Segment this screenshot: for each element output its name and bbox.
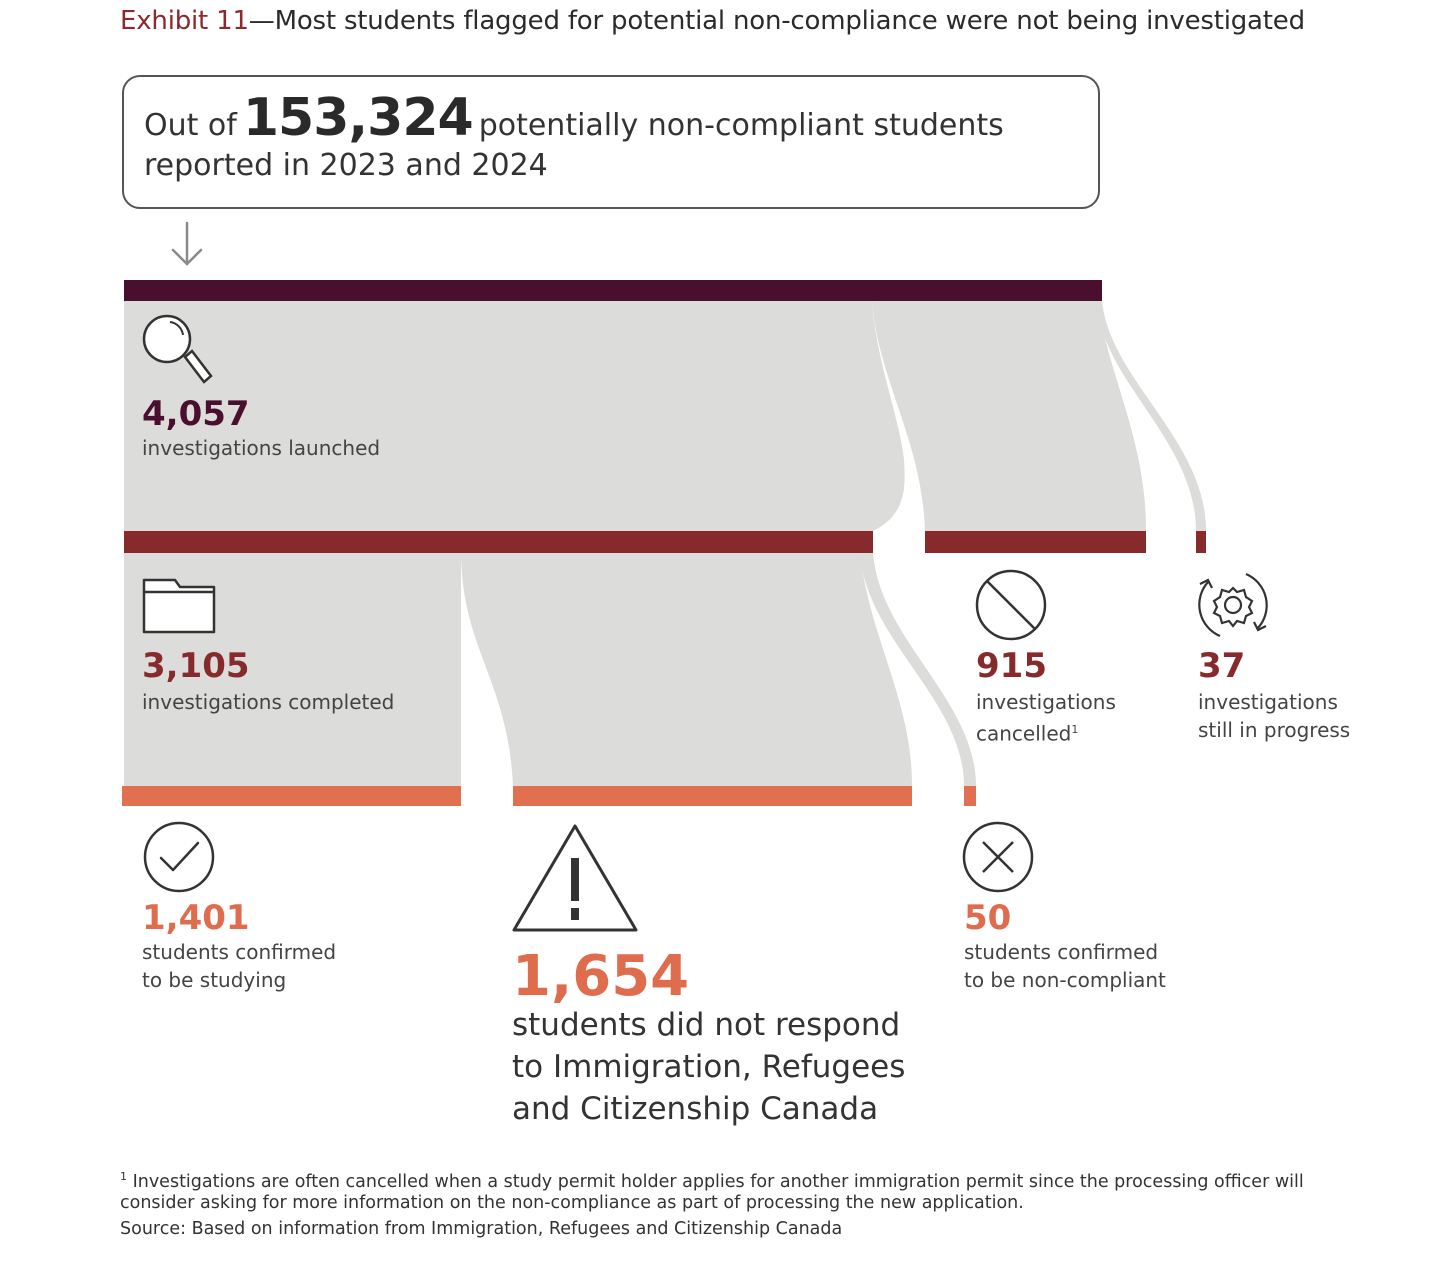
- launched-label: investigations launched: [142, 436, 381, 460]
- no-response-label-line-3: and Citizenship Canada: [512, 1091, 879, 1127]
- launched-value: 4,057: [142, 394, 250, 434]
- completed-label: investigations completed: [142, 690, 395, 714]
- studying-label-line-2: to be studying: [142, 968, 287, 992]
- bar-completed: [124, 531, 873, 553]
- cancelled-label-line-1: investigations: [976, 690, 1116, 714]
- bar-no-response: [513, 786, 912, 806]
- in-progress-label-line-2: still in progress: [1198, 718, 1351, 742]
- summary-total: 153,324: [242, 88, 474, 148]
- in-progress-label: investigations still in progress: [1198, 688, 1398, 744]
- prohibited-icon: [975, 569, 1047, 641]
- flow-launched-to-in-progress: [1097, 301, 1206, 531]
- magnifier-icon: [142, 314, 213, 384]
- bar-non-compliant: [964, 786, 976, 806]
- footnote-text: Investigations are often cancelled when …: [120, 1171, 1304, 1213]
- bar-cancelled: [925, 531, 1146, 553]
- summary-suffix: potentially non-compliant students: [478, 108, 1004, 143]
- warning-icon: [512, 824, 638, 932]
- completed-value: 3,105: [142, 646, 250, 686]
- studying-label-line-1: students confirmed: [142, 940, 337, 964]
- summary-box: [122, 75, 1100, 209]
- cancelled-label-line-2: cancelled1: [976, 716, 1156, 748]
- flow-completed-to-no-response: [461, 553, 912, 786]
- bar-total-reported: [124, 280, 1102, 301]
- summary-line-2: reported in 2023 and 2024: [144, 148, 548, 183]
- cancelled-value: 915: [976, 646, 1047, 686]
- studying-value: 1,401: [142, 898, 250, 938]
- footnote: 1 Investigations are often cancelled whe…: [120, 1166, 1350, 1214]
- gear-cycle-icon: [1198, 572, 1268, 638]
- source-note: Source: Based on information from Immigr…: [120, 1219, 843, 1239]
- exhibit-label: Exhibit 11: [120, 6, 249, 36]
- bar-in-progress: [1196, 531, 1206, 553]
- cancelled-label: investigations cancelled1: [976, 688, 1156, 748]
- no-response-value: 1,654: [512, 944, 690, 1009]
- non-compliant-value: 50: [964, 898, 1012, 938]
- checkmark-icon: [143, 821, 215, 893]
- x-circle-icon: [962, 821, 1034, 893]
- non-compliant-label: students confirmed to be non-compliant: [964, 938, 1204, 994]
- in-progress-value: 37: [1198, 646, 1246, 686]
- no-response-label-line-1: students did not respond: [512, 1007, 901, 1043]
- cancelled-label-text: cancelled: [976, 721, 1072, 746]
- summary-prefix: Out of: [144, 108, 237, 143]
- flow-launched-to-completed: [124, 301, 905, 531]
- flow-launched-to-cancelled: [872, 301, 1146, 531]
- non-compliant-label-line-1: students confirmed: [964, 940, 1159, 964]
- footnote-number: 1: [120, 1170, 127, 1183]
- folder-icon: [142, 578, 216, 634]
- down-arrow-icon: [171, 221, 203, 266]
- exhibit-title: Exhibit 11—Most students flagged for pot…: [120, 6, 1305, 36]
- footnote-mark: 1: [1071, 723, 1079, 736]
- no-response-label: students did not respond to Immigration,…: [512, 1004, 932, 1130]
- non-compliant-label-line-2: to be non-compliant: [964, 968, 1166, 992]
- in-progress-label-line-1: investigations: [1198, 690, 1338, 714]
- summary-line-1: Out of 153,324 potentially non-compliant s…: [144, 88, 1004, 148]
- no-response-label-line-2: to Immigration, Refugees: [512, 1049, 906, 1085]
- flow-completed-to-non-compliant: [860, 553, 976, 786]
- studying-label: students confirmed to be studying: [142, 938, 382, 994]
- bar-studying: [122, 786, 461, 806]
- exhibit-title-text: —Most students flagged for potential non…: [248, 6, 1305, 36]
